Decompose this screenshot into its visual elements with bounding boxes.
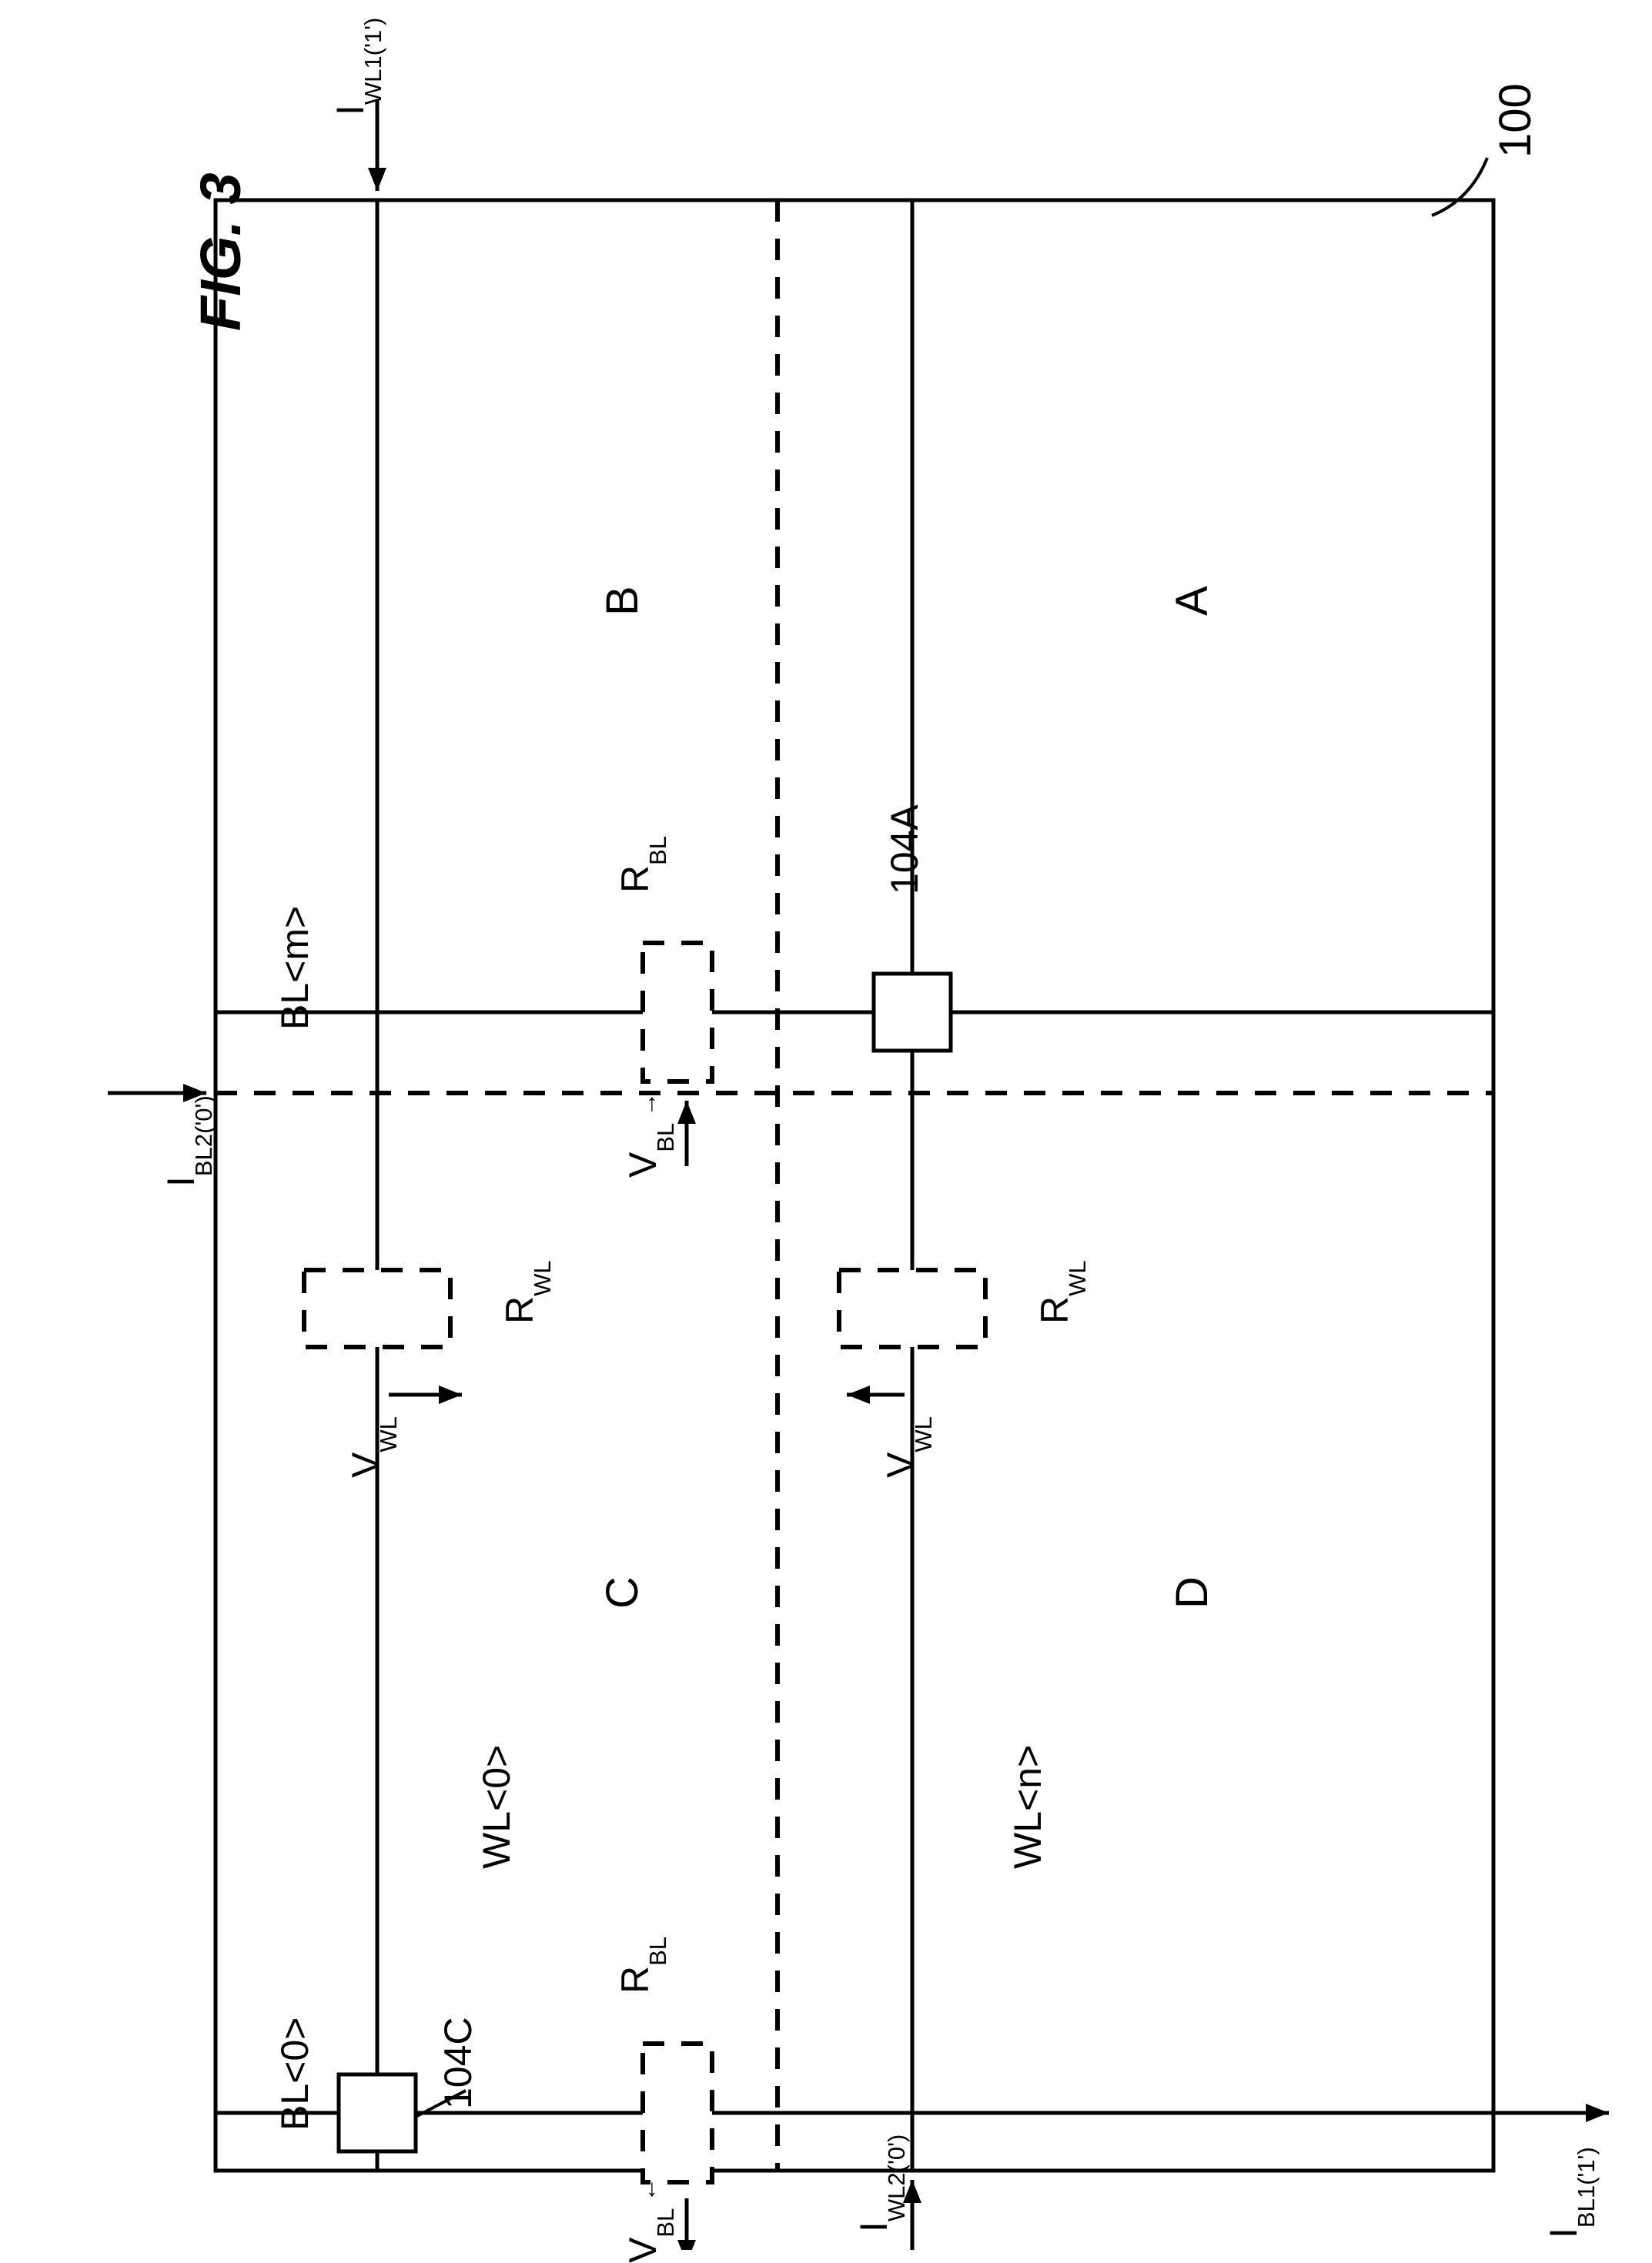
label-r_wl_left-main: R: [498, 1296, 541, 1324]
label-i_wl1-main: I: [329, 105, 372, 115]
label-r_wl_left: RWL: [500, 1260, 545, 1324]
label-r_wl_right-main: R: [1033, 1296, 1076, 1324]
label-r_bl_top-main: R: [614, 865, 657, 893]
label-i_bl1-main: I: [1542, 2228, 1585, 2238]
label-C: C: [600, 1576, 645, 1609]
label-v_bl_top-sub: BL: [652, 1123, 679, 1152]
label-r_wl_right-sub: WL: [1064, 1260, 1091, 1296]
label-r_wl_right: RWL: [1035, 1260, 1080, 1324]
label-r_bl_top-sub: BL: [644, 836, 671, 865]
label-bl_0: BL<0>: [276, 2017, 314, 2131]
label-v_bl_bottom: VBL ←: [624, 2178, 668, 2263]
label-v_bl_bottom-subarrow: ←: [634, 2178, 661, 2208]
label-i_bl2-main: I: [159, 1176, 202, 1187]
label-cell_104a: 104A: [885, 804, 924, 894]
diagram-svg: [0, 0, 1652, 2250]
label-i_wl2-main: I: [852, 2221, 895, 2232]
label-i_wl2: IWL2('0'): [854, 2134, 899, 2232]
label-v_wl_right-sub: WL: [910, 1416, 937, 1452]
label-i_wl2-sub: WL2('0'): [883, 2134, 910, 2221]
label-r_wl_left-sub: WL: [529, 1260, 556, 1296]
label-D: D: [1170, 1576, 1215, 1609]
label-title: FIG. 3: [192, 172, 249, 331]
label-v_bl_top-main: V: [621, 1152, 664, 1178]
label-i_bl1-sub: BL1('1'): [1573, 2147, 1600, 2228]
label-i_bl2: IBL2('0'): [162, 1095, 206, 1187]
label-v_wl_right: VWL: [881, 1416, 926, 1478]
label-i_bl1: IBL1('1'): [1544, 2147, 1589, 2238]
label-B: B: [600, 586, 645, 616]
label-bl_m: BL<m>: [276, 906, 314, 1030]
label-v_bl_top: VBL →: [624, 1092, 668, 1178]
label-r_bl_bottom-main: R: [614, 1966, 657, 1994]
label-v_wl_right-main: V: [879, 1452, 922, 1478]
label-v_bl_bottom-main: V: [621, 2238, 664, 2263]
label-v_wl_left: VWL: [346, 1416, 391, 1478]
label-v_bl_top-subarrow: →: [634, 1092, 661, 1123]
label-r_bl_bottom-sub: BL: [644, 1937, 671, 1966]
label-v_wl_left-main: V: [344, 1452, 387, 1478]
label-cell_104c: 104C: [439, 2017, 477, 2109]
label-A: A: [1170, 586, 1215, 616]
label-i_wl1: IWL1('1'): [331, 18, 376, 115]
label-wl_0: WL<0>: [477, 1745, 516, 1869]
label-v_bl_bottom-sub: BL: [652, 2208, 679, 2238]
label-wl_n: WL<n>: [1008, 1745, 1047, 1869]
label-v_wl_left-sub: WL: [375, 1416, 402, 1452]
label-r_bl_top: RBL: [616, 836, 660, 893]
label-r_bl_bottom: RBL: [616, 1937, 660, 1994]
label-i_wl1-sub: WL1('1'): [359, 18, 386, 105]
label-ref_100: 100: [1493, 83, 1538, 158]
label-i_bl2-sub: BL2('0'): [190, 1095, 217, 1176]
